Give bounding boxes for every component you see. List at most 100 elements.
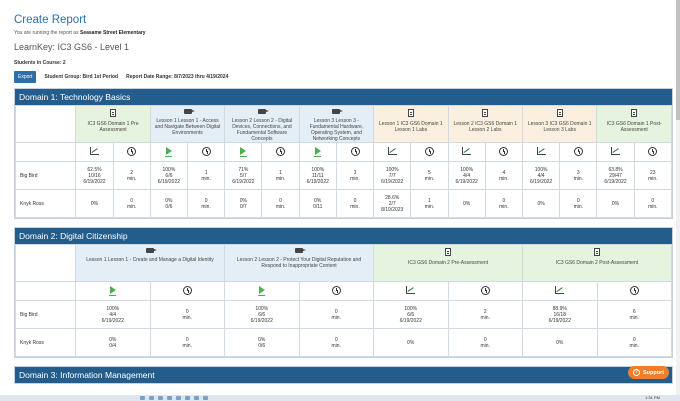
minutes-unit: min.: [126, 203, 137, 210]
score-icon-cell[interactable]: [522, 281, 598, 301]
score-cell: 100% 6/6 6/19/2022: [224, 300, 300, 329]
score-icon-cell[interactable]: [373, 281, 449, 301]
minutes-unit: min.: [499, 175, 509, 182]
help-icon: ?: [633, 369, 640, 376]
score-cell: 100% 4/4 6/19/2022: [447, 161, 486, 190]
minutes-value: 23: [650, 169, 656, 176]
score-pct: 28.6%: [385, 194, 400, 201]
time-icon-cell[interactable]: [410, 142, 449, 162]
minutes-value: 3: [576, 169, 580, 176]
minutes-unit: min.: [424, 203, 435, 210]
score-frac: 6/6: [258, 311, 266, 318]
play-underline: [239, 156, 247, 157]
score-icon-cell[interactable]: [521, 142, 561, 162]
taskbar-app-icon[interactable]: [158, 396, 163, 400]
time-icon-cell[interactable]: [298, 281, 374, 301]
activity-header: IC3 GS6 Domain 2 Pre-Assessment: [373, 244, 523, 282]
score-cell: 0% 0/4: [75, 328, 151, 357]
score-date: 6/19/2022: [548, 317, 571, 324]
student-name[interactable]: Knyk Ross: [14, 189, 77, 218]
taskbar-app-icon[interactable]: [140, 396, 145, 400]
score-icon-cell[interactable]: [373, 142, 412, 162]
clock-icon: [499, 146, 509, 156]
score-pct: 0%: [258, 336, 266, 343]
play-underline: [314, 156, 322, 157]
score-icon-cell[interactable]: [149, 142, 189, 162]
minutes-cell: 0 min.: [298, 328, 374, 357]
minutes-cell: 0 min.: [335, 189, 375, 218]
minutes-value: 6: [632, 308, 636, 315]
activity-label: IC3 GS6 Domain 1 Post-Assessment: [606, 121, 662, 133]
play-icon-wrap: [109, 286, 117, 296]
domain-1-section: Domain 1: Technology Basics IC3 GS6 Doma…: [14, 88, 673, 219]
time-icon-cell[interactable]: [447, 281, 523, 301]
activity-label: IC3 GS6 Domain 1 Pre Assessment: [87, 121, 139, 133]
support-button[interactable]: ? Support: [628, 366, 670, 379]
score-cell: 0% 0/6: [149, 189, 189, 218]
scroll-thumb[interactable]: [676, 0, 680, 120]
export-button[interactable]: Export: [14, 71, 37, 83]
time-icon-cell[interactable]: [149, 281, 225, 301]
score-icon-cell[interactable]: [298, 142, 337, 162]
score-icon-cell[interactable]: [224, 281, 300, 301]
time-icon-cell[interactable]: [261, 142, 300, 162]
score-frac: 0/7: [239, 203, 247, 210]
minutes-value: 0: [130, 197, 134, 204]
report-meta: Export Student Group: Bird 1st Period Re…: [14, 71, 666, 83]
play-icon-wrap: [165, 147, 173, 157]
score-pct: 100%: [404, 305, 418, 312]
score-frac: 7/7: [388, 172, 396, 179]
score-icon-cell[interactable]: [596, 142, 635, 162]
minutes-value: 1: [428, 197, 431, 204]
taskbar-app-icon[interactable]: [194, 396, 199, 400]
time-icon-cell[interactable]: [633, 142, 673, 162]
score-icon-cell[interactable]: [75, 281, 151, 301]
scrollbar[interactable]: [676, 0, 680, 401]
minutes-unit: min.: [350, 203, 360, 210]
clock-icon: [201, 146, 211, 156]
taskbar-app-icon[interactable]: [203, 396, 208, 400]
student-name[interactable]: Knyk Ross: [15, 328, 76, 357]
taskbar-app-icon[interactable]: [167, 396, 172, 400]
chart-icon: [462, 147, 472, 155]
minutes-unit: min.: [182, 342, 192, 349]
time-icon-cell[interactable]: [559, 142, 598, 162]
minutes-cell: 2 min.: [112, 161, 151, 190]
taskbar-app-icon[interactable]: [149, 396, 154, 400]
score-pct: 0%: [556, 339, 564, 346]
activity-header: Lesson 3 Lesson 3 - Fundamental Hardware…: [298, 105, 375, 143]
video-icon: [295, 248, 306, 253]
score-icon-cell[interactable]: [224, 142, 263, 162]
minutes-unit: min.: [480, 314, 490, 321]
clock-icon: [331, 285, 341, 295]
time-icon-cell[interactable]: [112, 142, 151, 162]
domain-3-title: Domain 3: Information Management: [15, 367, 672, 383]
score-icon-cell[interactable]: [447, 142, 486, 162]
student-name[interactable]: Big Bird: [15, 300, 76, 329]
student-name[interactable]: Big Bird: [14, 161, 77, 190]
domain-2-table: Lesson 1 Lesson 1 - Create and Manage a …: [15, 244, 672, 357]
minutes-value: 3: [353, 169, 357, 176]
time-icon-cell[interactable]: [335, 142, 375, 162]
table-row: Knyk Ross 0% 0/4 0 min. 0% 0/6 0 min. 0% 0 min. 0% 0 m…: [15, 328, 672, 357]
play-icon-wrap: [314, 147, 322, 157]
time-icon-cell[interactable]: [596, 281, 672, 301]
activity-label: Lesson 2 Lesson 2 - Digital Devices, Con…: [231, 118, 293, 142]
taskbar-app-icon[interactable]: [176, 396, 181, 400]
students-count: Students in Course: 2: [14, 60, 66, 66]
time-icon-cell[interactable]: [484, 142, 523, 162]
taskbar-app-icon[interactable]: [185, 396, 190, 400]
minutes-cell: 1 min.: [261, 161, 300, 190]
score-frac: 2/7: [388, 200, 396, 207]
time-icon-cell[interactable]: [187, 142, 226, 162]
score-icon-cell[interactable]: [75, 142, 114, 162]
domain-1-table: IC3 GS6 Domain 1 Pre Assessment Lesson 1 …: [14, 105, 673, 218]
score-cell: 0%: [373, 328, 449, 357]
document-icon: [631, 109, 638, 117]
score-pct: 0%: [611, 200, 620, 207]
score-cell: 28.6% 2/7 8/10/2023: [373, 189, 412, 218]
chart-icon: [406, 286, 416, 294]
minutes-unit: min.: [275, 203, 286, 210]
minutes-cell: 0 min.: [559, 189, 598, 218]
activity-header: Lesson 1 Lesson 1 - Access and Navigate …: [149, 105, 226, 143]
